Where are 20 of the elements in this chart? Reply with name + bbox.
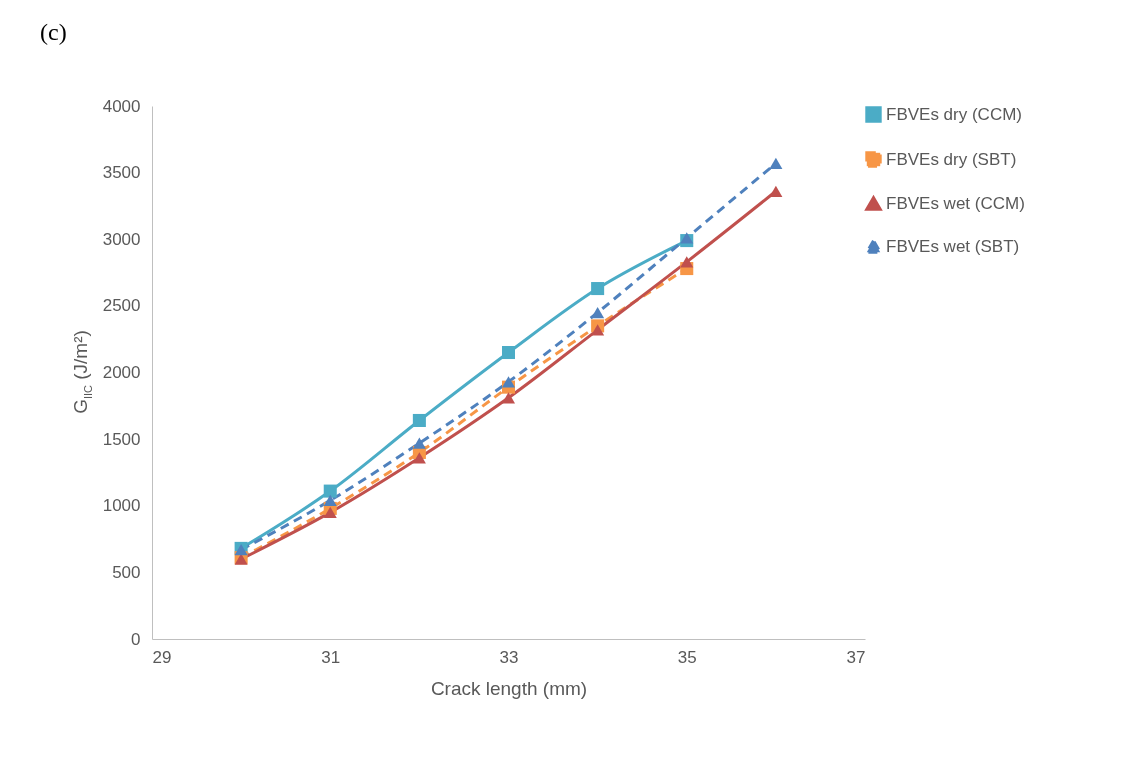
x-tick-label: 35	[677, 647, 697, 667]
y-tick-label: 2500	[102, 296, 141, 316]
y-tick-label: 2000	[102, 363, 141, 382]
legend-label: FBVEs wet (CCM)	[886, 193, 1025, 213]
x-tick-label: 31	[321, 647, 341, 667]
x-axis-title: Crack length (mm)	[430, 677, 588, 699]
chart-title: (c)	[40, 19, 67, 45]
y-tick-label: 1000	[102, 496, 141, 516]
y-tick-label: 3000	[102, 229, 141, 249]
y-tick-label: 0	[131, 629, 141, 649]
x-tick-label: 29	[152, 647, 172, 667]
legend-label: FBVEs dry (CCM)	[886, 104, 1022, 124]
y-tick-label: 1500	[102, 429, 141, 449]
legend-label: FBVEs dry (SBT)	[886, 149, 1017, 169]
y-tick-label: 4000	[102, 96, 141, 116]
x-tick-label: 37	[846, 647, 866, 667]
y-tick-label: 500	[112, 562, 141, 582]
y-tick-label: 3500	[102, 163, 141, 183]
x-tick-label: 33	[499, 647, 519, 667]
legend-label: FBVEs wet (SBT)	[886, 236, 1020, 256]
